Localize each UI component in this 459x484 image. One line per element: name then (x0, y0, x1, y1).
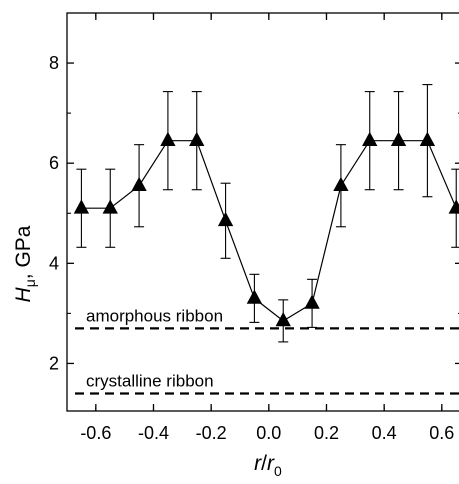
data-point (246, 289, 263, 304)
y-axis-title-subscript: μ (22, 279, 38, 287)
x-tick-label: 0.2 (314, 423, 339, 443)
data-point (304, 294, 320, 309)
data-point (419, 131, 436, 147)
y-axis-title-unit: , GPa (12, 225, 35, 279)
data-point (102, 199, 118, 214)
series-line (81, 140, 457, 322)
data-point (448, 199, 459, 214)
data-point (362, 131, 378, 147)
data-point (131, 176, 147, 192)
x-tick-label: 0.6 (429, 423, 454, 443)
data-series (73, 84, 459, 343)
y-tick-label: 6 (49, 153, 59, 173)
y-axis-title-main: H (12, 286, 35, 302)
x-tick-label: -0.4 (138, 423, 169, 443)
x-axis-title: r/r0 (254, 452, 282, 479)
tick-labels: -0.6 -0.4 -0.2 0.0 0.2 0.4 0.6 2 4 6 8 (49, 53, 454, 443)
axis-ticks (67, 13, 459, 411)
y-tick-label: 8 (49, 53, 59, 73)
y-axis-title: Hμ, GPa (12, 225, 38, 302)
data-point (189, 131, 205, 147)
data-point (390, 131, 407, 147)
data-point (275, 311, 291, 327)
x-tick-label: 0.4 (372, 423, 397, 443)
reference-label-crystalline: crystalline ribbon (86, 371, 214, 390)
data-point (217, 211, 234, 227)
x-axis-title-main: r (254, 452, 262, 475)
plot-frame-group (66, 12, 459, 412)
data-point (333, 176, 349, 192)
x-axis-title-subscript: 0 (274, 463, 282, 479)
x-tick-label: 0.0 (256, 423, 281, 443)
data-point (160, 131, 176, 147)
plot-frame (66, 12, 459, 412)
reference-label-amorphous: amorphous ribbon (86, 306, 223, 325)
x-tick-label: -0.2 (196, 423, 227, 443)
y-tick-label: 4 (49, 253, 59, 273)
y-tick-label: 2 (49, 353, 59, 373)
x-axis-title-slash: / (261, 452, 267, 475)
reference-lines (75, 327, 459, 395)
reference-labels: amorphous ribbon crystalline ribbon (86, 306, 223, 390)
x-axis-title-base: r (267, 452, 275, 475)
data-point (73, 199, 90, 214)
x-tick-label: -0.6 (80, 423, 111, 443)
